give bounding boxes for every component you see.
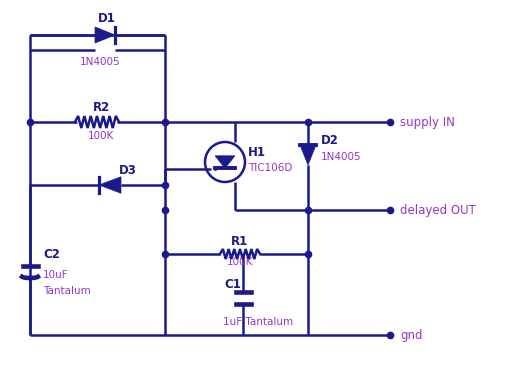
Text: 100K: 100K: [88, 131, 114, 141]
Text: supply IN: supply IN: [400, 116, 455, 129]
Text: 10uF: 10uF: [43, 270, 69, 280]
Text: R1: R1: [231, 234, 249, 248]
Text: delayed OUT: delayed OUT: [400, 203, 476, 217]
Text: D1: D1: [98, 12, 116, 25]
Polygon shape: [215, 156, 235, 168]
Text: D3: D3: [119, 163, 137, 177]
Text: TIC106D: TIC106D: [248, 163, 293, 173]
Polygon shape: [300, 145, 316, 165]
Text: R2: R2: [93, 101, 110, 113]
Text: H1: H1: [248, 145, 266, 159]
Text: D2: D2: [321, 134, 339, 147]
Text: C1: C1: [225, 279, 241, 291]
Text: 1uF Tantalum: 1uF Tantalum: [223, 317, 293, 327]
Text: 1N4005: 1N4005: [80, 57, 120, 67]
Text: C2: C2: [43, 248, 60, 261]
Text: gnd: gnd: [400, 328, 423, 341]
Text: 100K: 100K: [227, 257, 253, 267]
Text: Tantalum: Tantalum: [43, 286, 91, 296]
Polygon shape: [99, 177, 121, 193]
Polygon shape: [95, 27, 115, 43]
Text: 1N4005: 1N4005: [321, 152, 362, 162]
